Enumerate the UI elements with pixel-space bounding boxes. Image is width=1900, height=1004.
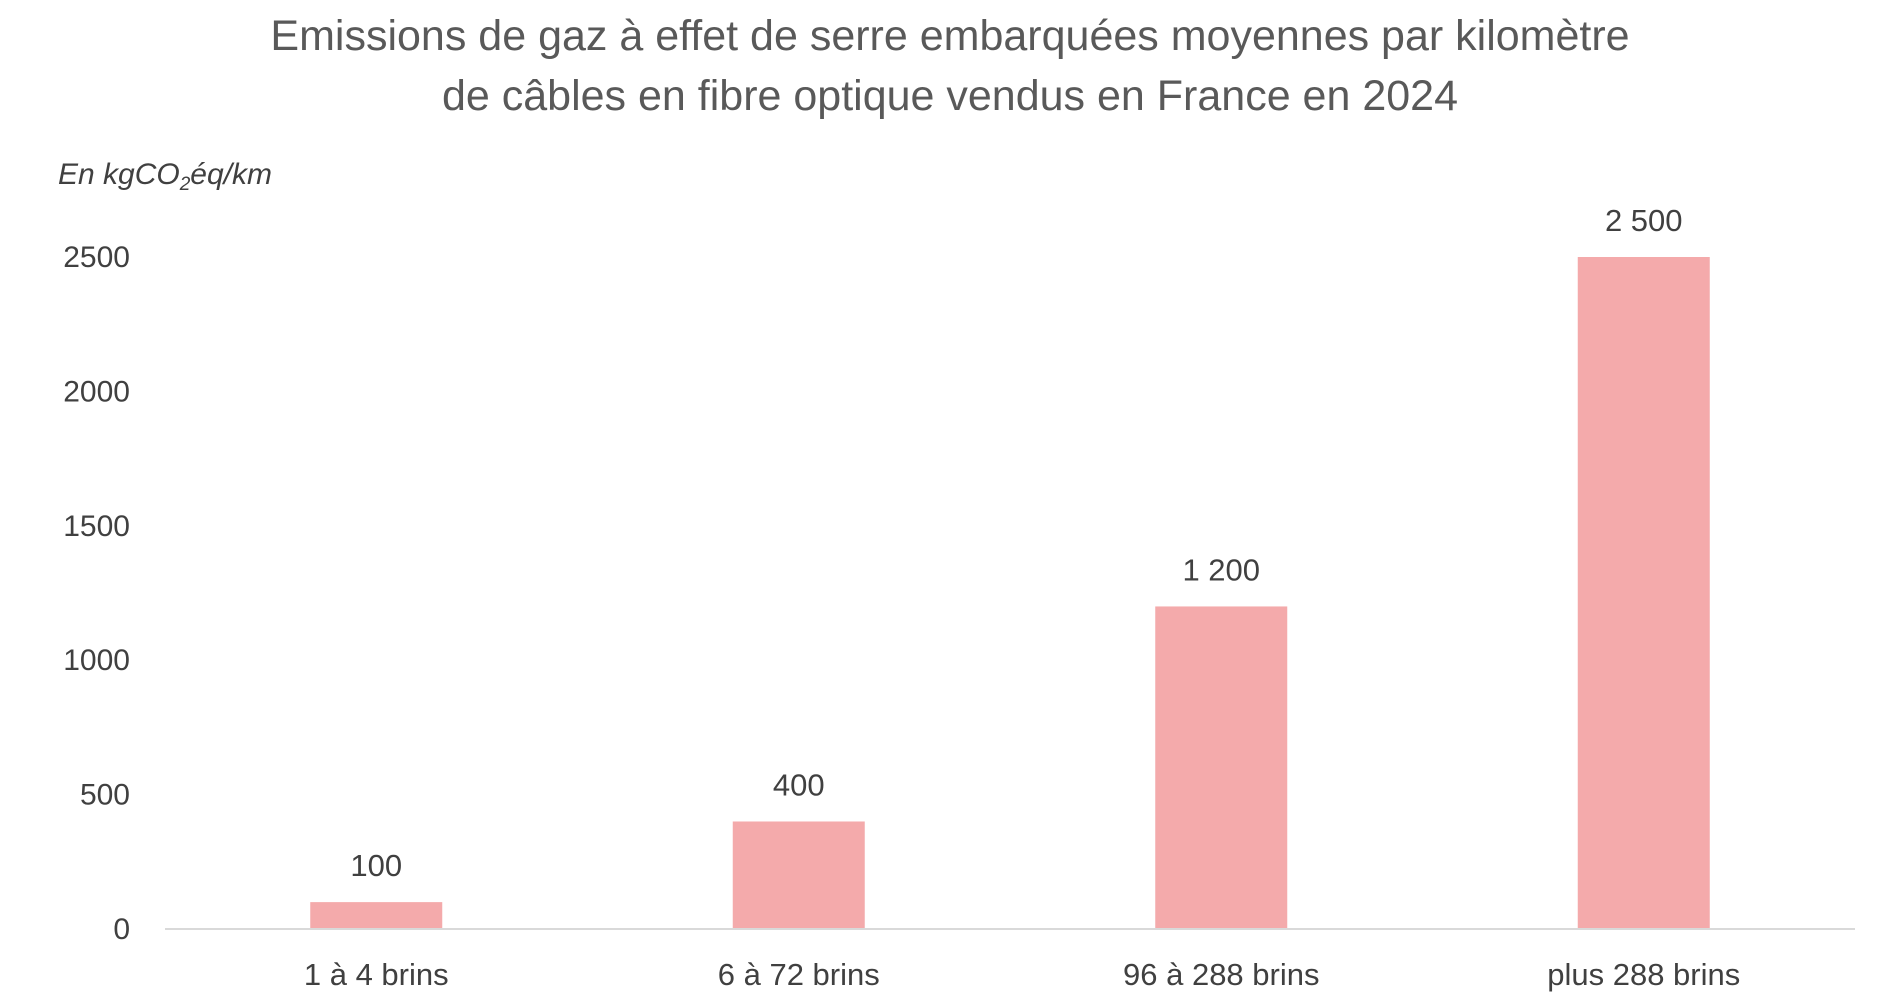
data-label: 100 — [350, 848, 402, 883]
unit-prefix: En kgCO — [58, 158, 180, 191]
y-tick-label: 500 — [80, 779, 130, 812]
unit-subscript: 2 — [179, 174, 191, 195]
unit-suffix: éq/km — [190, 158, 272, 191]
bar — [310, 902, 443, 929]
y-axis-unit-label: En kgCO2éq/km — [58, 158, 272, 196]
x-category-label: 6 à 72 brins — [718, 957, 880, 992]
bar — [1155, 606, 1288, 929]
y-tick-label: 2500 — [63, 241, 130, 274]
y-tick-label: 2000 — [63, 375, 130, 408]
data-label: 400 — [773, 767, 825, 802]
bar — [1577, 257, 1710, 929]
data-label: 2 500 — [1605, 203, 1683, 238]
data-label: 1 200 — [1182, 552, 1260, 587]
bar — [732, 821, 865, 929]
y-tick-label: 0 — [113, 913, 130, 946]
chart-title: Emissions de gaz à effet de serre embarq… — [0, 6, 1900, 126]
x-category-label: 96 à 288 brins — [1123, 957, 1319, 992]
chart-title-line-2: de câbles en fibre optique vendus en Fra… — [441, 72, 1458, 120]
chart-title-line-1: Emissions de gaz à effet de serre embarq… — [270, 12, 1630, 60]
x-category-label: plus 288 brins — [1547, 957, 1740, 992]
x-category-label: 1 à 4 brins — [304, 957, 449, 992]
y-tick-label: 1000 — [63, 644, 130, 677]
y-tick-label: 1500 — [63, 510, 130, 543]
